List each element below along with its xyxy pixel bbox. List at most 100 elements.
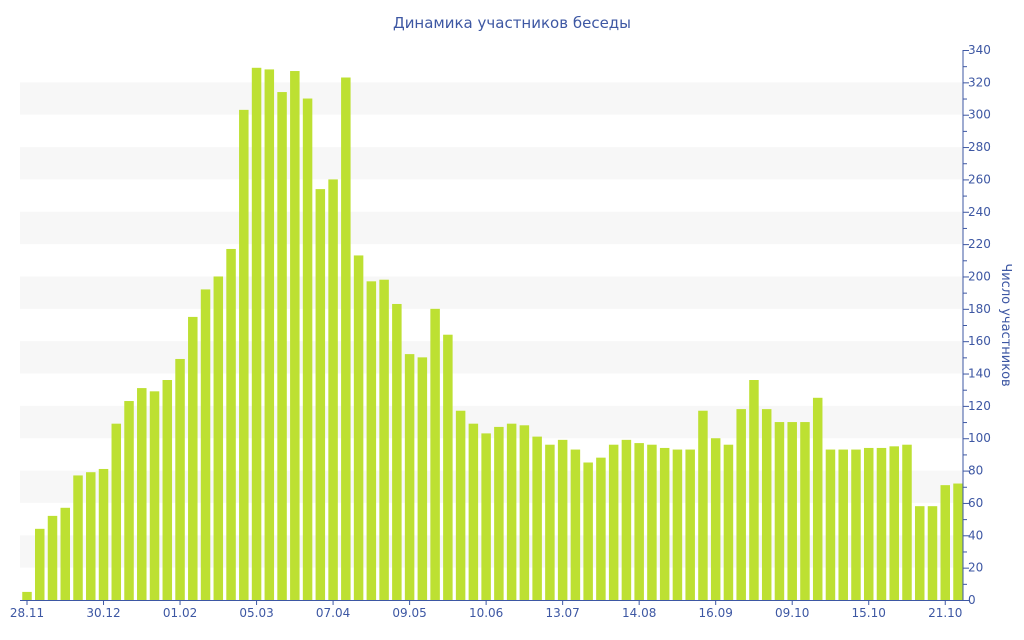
- y-tick-label: 340: [968, 43, 991, 57]
- bar: [73, 475, 83, 600]
- bar: [60, 507, 71, 600]
- y-tick-label: 80: [968, 464, 983, 478]
- bar: [468, 423, 479, 600]
- x-tick-label: 01.02: [163, 606, 197, 620]
- bar: [723, 444, 734, 600]
- bar: [111, 423, 122, 600]
- bar: [889, 446, 899, 600]
- bar: [417, 357, 428, 600]
- y-tick-label: 140: [968, 367, 991, 381]
- x-tick-label: 16.09: [699, 606, 733, 620]
- bar: [608, 444, 619, 600]
- bar: [162, 380, 173, 600]
- bar: [532, 436, 542, 600]
- bar: [583, 462, 593, 600]
- bar: [902, 444, 912, 600]
- bar: [506, 423, 517, 600]
- y-axis-label: Число участников: [998, 263, 1013, 386]
- y-tick-label: 160: [968, 334, 991, 348]
- bar: [315, 189, 326, 600]
- bar: [124, 401, 134, 600]
- bar: [557, 439, 568, 600]
- bar: [328, 179, 338, 601]
- y-tick-label: 320: [968, 75, 991, 89]
- bars: [22, 67, 963, 601]
- x-tick-label: 13.07: [545, 606, 579, 620]
- x-tick-label: 28.11: [10, 606, 44, 620]
- bar: [851, 449, 861, 600]
- grid-band: [20, 211, 963, 245]
- bar: [698, 410, 708, 600]
- bar: [494, 426, 504, 600]
- bar: [353, 255, 364, 601]
- bar: [863, 447, 874, 600]
- x-tick-label: 05.03: [239, 606, 273, 620]
- bar: [634, 443, 644, 600]
- bar: [736, 409, 746, 600]
- bar: [379, 279, 389, 600]
- x-tick-label: 09.05: [392, 606, 426, 620]
- chart-title: Динамика участников беседы: [393, 14, 631, 32]
- bar: [672, 449, 683, 600]
- bar: [226, 248, 236, 600]
- x-tick-label: 09.10: [775, 606, 809, 620]
- bar: [251, 67, 262, 600]
- bar: [264, 69, 275, 601]
- bar: [455, 410, 466, 600]
- y-tick-label: 300: [968, 108, 991, 122]
- grid-band: [20, 276, 963, 309]
- x-axis: 28.11 30.12 01.02 05.03 07.04 09.05 10.06 13.07…: [10, 600, 963, 620]
- bar: [137, 388, 147, 600]
- x-tick-label: 07.04: [316, 606, 350, 620]
- y-tick-label: 280: [968, 140, 991, 154]
- x-tick-label: 30.12: [86, 606, 120, 620]
- y-tick-label: 40: [968, 528, 983, 542]
- bar: [519, 425, 530, 600]
- grid-band: [20, 82, 963, 115]
- bar: [392, 303, 402, 600]
- bar: [545, 444, 555, 600]
- bar: [200, 289, 211, 600]
- bar: [647, 444, 657, 600]
- x-tick-label: 10.06: [469, 606, 503, 620]
- bar: [940, 485, 950, 600]
- bar: [213, 276, 224, 600]
- bar: [685, 449, 695, 600]
- bar: [341, 77, 351, 600]
- bar: [302, 98, 313, 600]
- bar: [812, 397, 823, 600]
- y-tick-label: 180: [968, 302, 991, 316]
- y-tick-label: 20: [968, 561, 983, 575]
- bar: [838, 449, 848, 600]
- bar: [481, 433, 491, 600]
- y-tick-label: 200: [968, 269, 991, 283]
- bar: [404, 354, 415, 600]
- y-tick-label: 0: [968, 593, 976, 607]
- bar: [749, 380, 759, 600]
- bar: [570, 449, 581, 600]
- bar: [86, 472, 96, 600]
- grid-band: [20, 341, 963, 374]
- bar: [35, 528, 45, 600]
- bar: [710, 438, 721, 600]
- bar: [277, 92, 287, 600]
- y-tick-label: 220: [968, 237, 991, 251]
- bar: [953, 483, 963, 600]
- bar: [787, 422, 797, 600]
- bar: [927, 506, 938, 600]
- bar: [800, 422, 810, 600]
- bar: [596, 457, 606, 600]
- x-tick-label: 21.10: [928, 606, 962, 620]
- x-tick-label: 14.08: [622, 606, 656, 620]
- bar: [188, 316, 198, 600]
- y-axis: 0 20 40 60 80 100 120 140 160 180 200 220 240 260 280 3…: [962, 43, 991, 607]
- bar: [621, 439, 632, 600]
- bar: [443, 334, 453, 600]
- bar: [430, 308, 440, 600]
- bar: [366, 281, 377, 600]
- bar: [47, 515, 58, 600]
- bar: [175, 358, 185, 600]
- bar: [239, 109, 249, 601]
- bar: [876, 447, 887, 600]
